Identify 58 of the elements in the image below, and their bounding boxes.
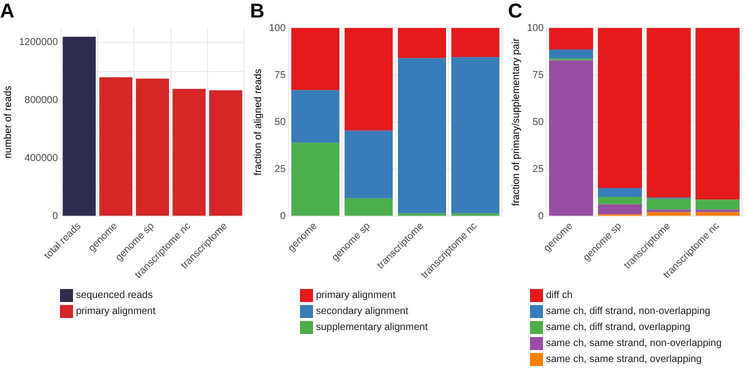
bar — [136, 78, 169, 216]
bar — [291, 90, 340, 143]
bar — [398, 58, 446, 214]
bar — [598, 204, 642, 214]
bar — [646, 210, 691, 212]
y-axis-title: number of reads — [2, 86, 14, 159]
bar — [549, 49, 594, 59]
y-tick-label: 800000 — [24, 95, 58, 106]
bar — [696, 200, 740, 210]
bar — [62, 36, 96, 216]
y-axis-title: fraction of aligned reads — [252, 68, 264, 176]
legend-label: same ch, same strand, overlapping — [546, 354, 702, 364]
y-tick-label: 25 — [274, 164, 286, 175]
bar — [598, 28, 642, 188]
legend-label: same ch, diff strand, non-overlapping — [546, 306, 710, 316]
bar — [549, 60, 594, 216]
y-tick-label: 0 — [280, 211, 286, 222]
bar — [451, 57, 500, 214]
bar — [291, 28, 340, 90]
bar — [344, 28, 393, 131]
y-tick-label: 50 — [274, 116, 286, 128]
bar — [99, 77, 132, 216]
chart-title: B — [250, 0, 264, 23]
bar — [598, 197, 642, 204]
legend-label: primary alignment — [316, 290, 396, 300]
y-tick-label: 100 — [526, 22, 544, 34]
y-axis-title: fraction of primary/supplementary pair — [510, 38, 522, 206]
y-tick-label: 50 — [532, 116, 544, 128]
bar — [172, 88, 206, 216]
legend-label: secondary alignment — [316, 306, 408, 316]
legend-label: diff ch — [546, 290, 572, 300]
y-tick-label: 75 — [274, 70, 286, 81]
legend-label: sequenced reads — [76, 290, 153, 300]
bar — [451, 28, 500, 58]
bar — [598, 188, 642, 198]
y-tick-label: 75 — [532, 70, 544, 81]
y-tick-label: 400000 — [24, 153, 58, 164]
legend-label: same ch, diff strand, overlapping — [546, 322, 690, 332]
bar — [696, 28, 740, 200]
legend-label: supplementary alignment — [316, 322, 428, 332]
legend-label: same ch, same strand, non-overlapping — [546, 338, 722, 348]
y-tick-label: 1200000 — [18, 37, 58, 48]
chart-title: C — [508, 0, 522, 23]
bar — [344, 198, 393, 216]
bar — [209, 90, 242, 216]
bar — [549, 28, 594, 50]
y-tick-label: 25 — [532, 164, 544, 175]
y-tick-label: 100 — [268, 22, 286, 34]
bar — [344, 130, 393, 198]
bar — [646, 198, 691, 210]
y-tick-label: 0 — [52, 211, 58, 222]
y-tick-label: 0 — [538, 211, 544, 222]
legend-label: primary alignment — [76, 306, 156, 316]
bar — [398, 28, 446, 58]
chart-title: A — [0, 0, 14, 23]
bar — [696, 210, 740, 212]
bar — [646, 28, 691, 198]
bar — [291, 142, 340, 216]
